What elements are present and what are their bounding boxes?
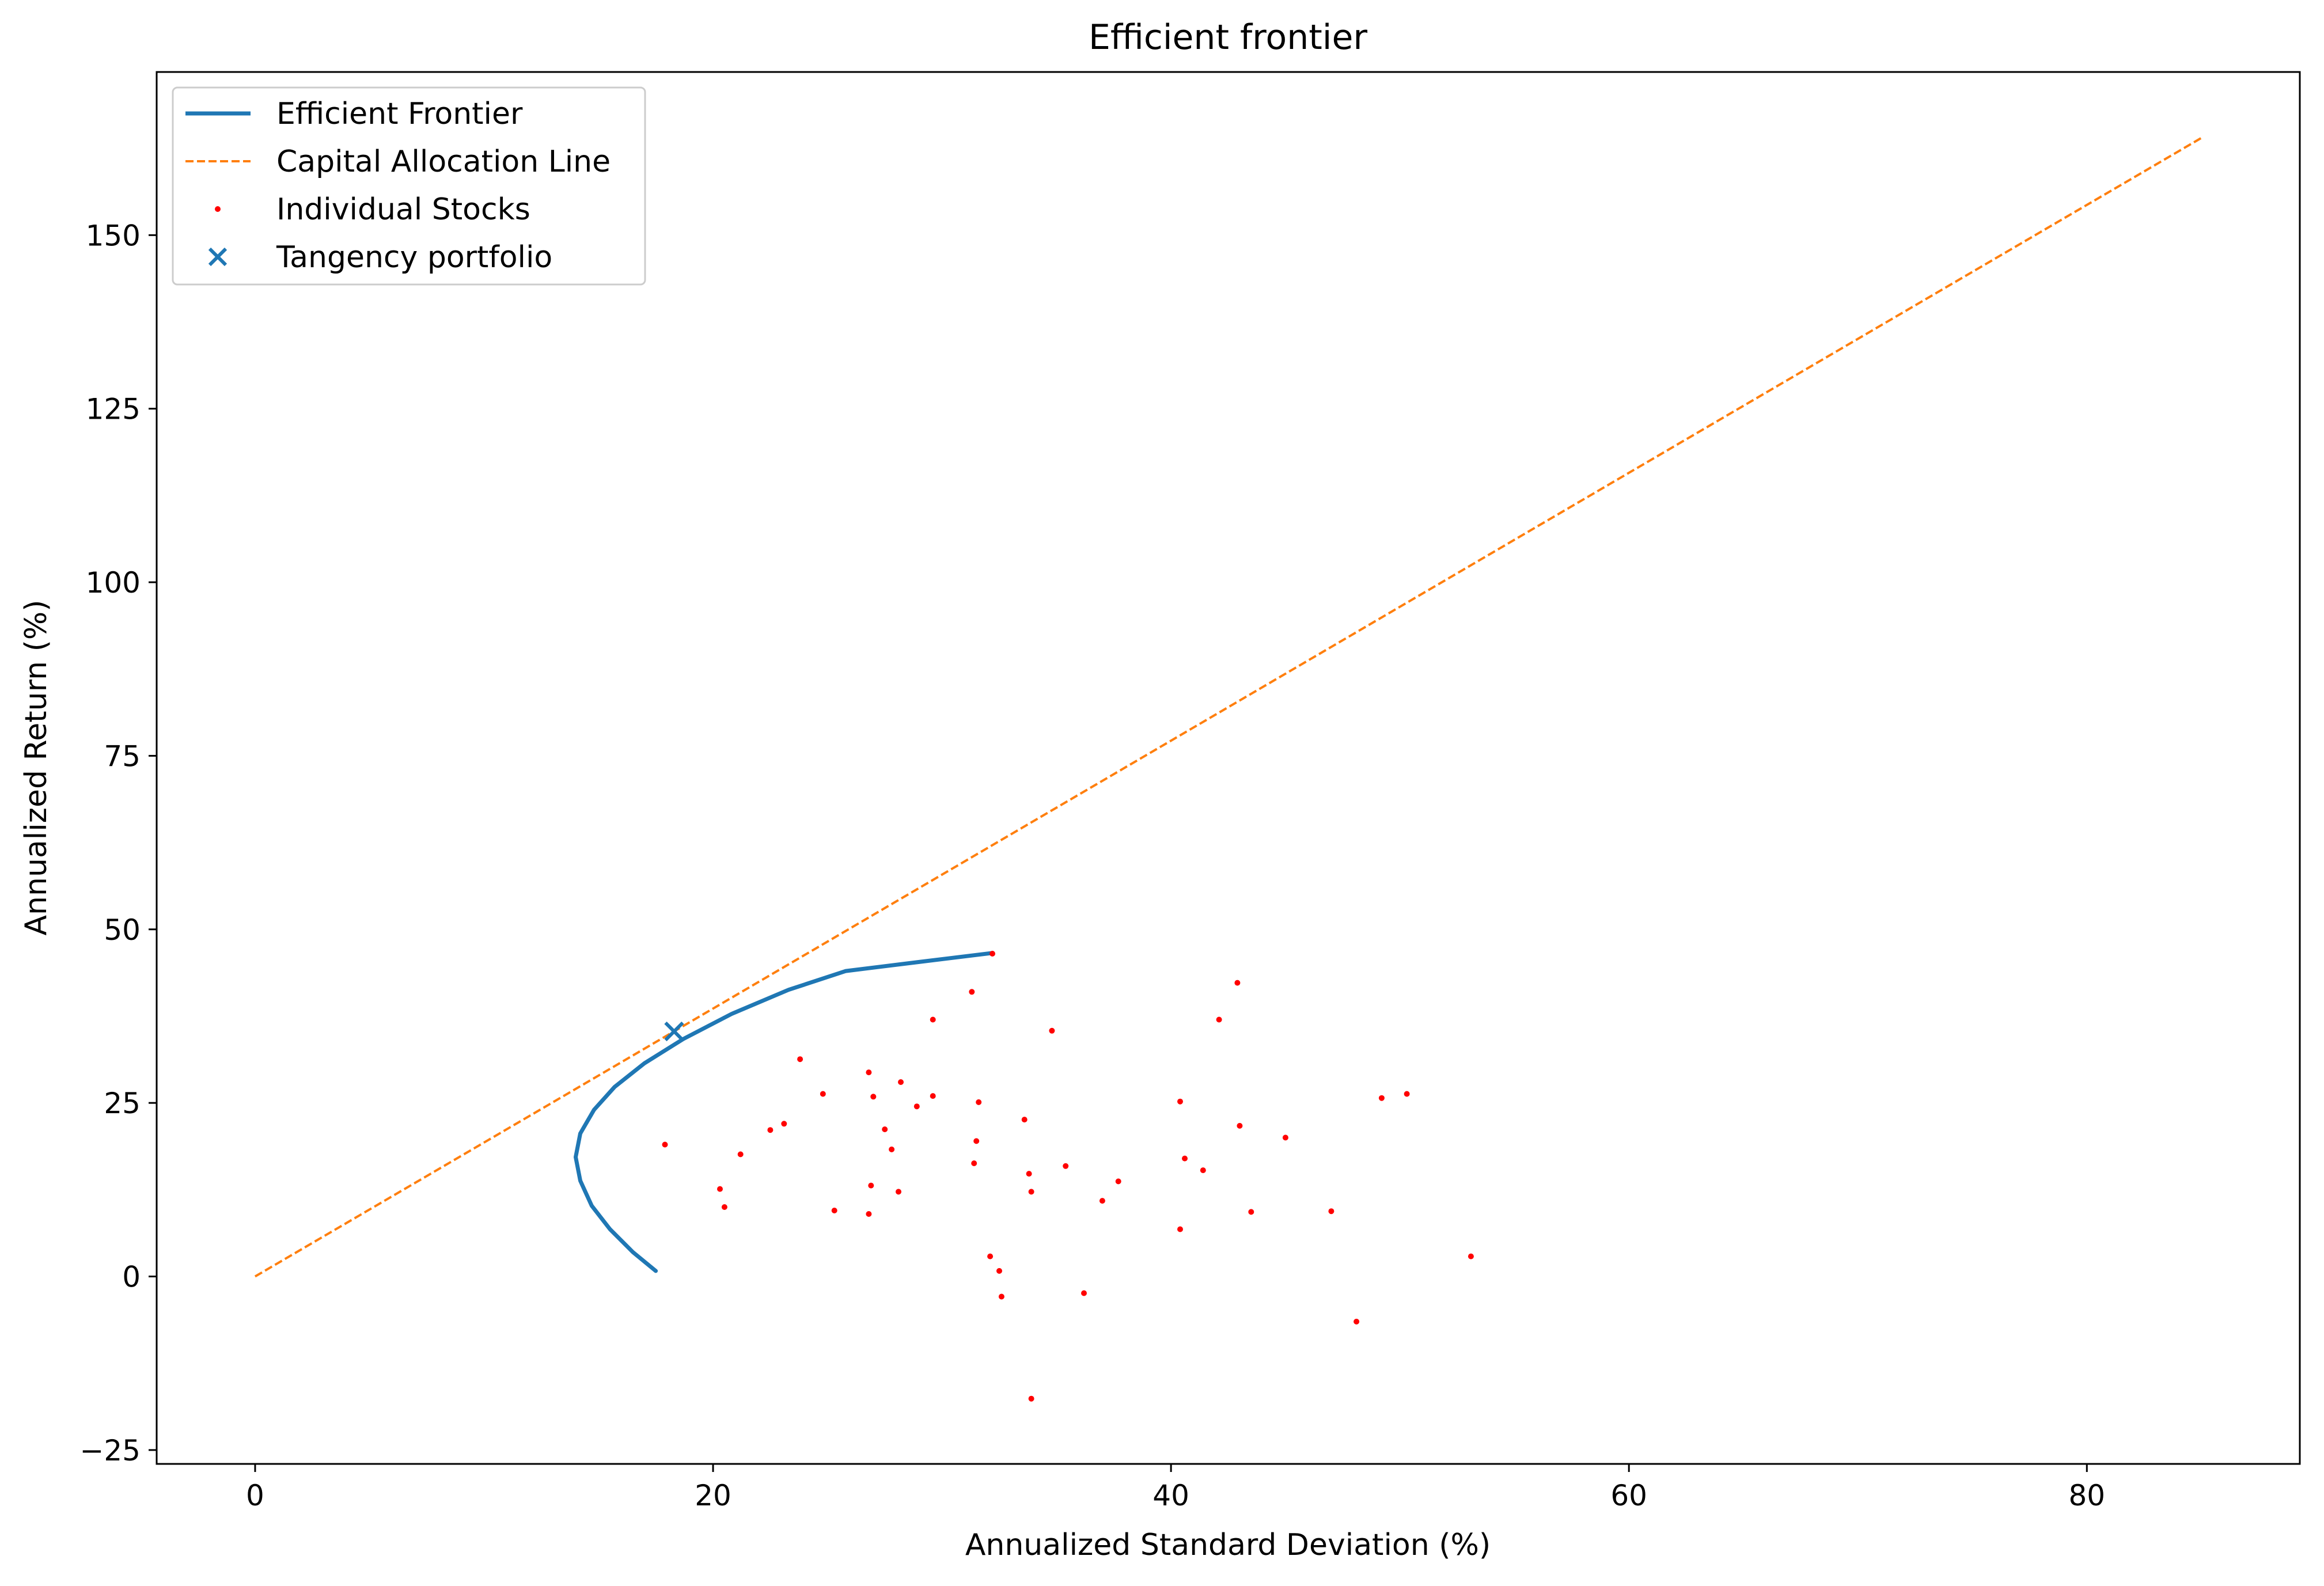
stock-point xyxy=(1468,1253,1474,1259)
x-tick-label: 0 xyxy=(246,1479,264,1512)
y-tick-label: 25 xyxy=(104,1087,141,1120)
stock-point xyxy=(1237,1122,1243,1129)
legend-stocks-marker xyxy=(215,206,221,212)
stock-point xyxy=(737,1151,744,1158)
stock-point xyxy=(1177,1226,1183,1232)
stock-point xyxy=(1328,1208,1335,1215)
stock-point xyxy=(969,989,975,995)
stock-point xyxy=(781,1121,787,1127)
y-axis-ticks: −25 0 25 50 75 100 125 150 xyxy=(79,219,157,1467)
legend-stocks-label: Individual Stocks xyxy=(276,192,530,227)
x-axis-ticks: 0 20 40 60 80 xyxy=(246,1464,2105,1512)
stock-point xyxy=(866,1069,872,1076)
stock-point xyxy=(1028,1395,1034,1402)
legend-tangency-label: Tangency portfolio xyxy=(276,240,552,275)
stock-point xyxy=(989,951,995,957)
y-axis-label: Annualized Return (%) xyxy=(19,600,54,935)
stock-point xyxy=(662,1141,668,1148)
stock-point xyxy=(898,1079,904,1085)
stock-point xyxy=(1049,1027,1055,1034)
stock-point xyxy=(866,1211,872,1217)
stock-point xyxy=(1026,1171,1032,1177)
stock-point xyxy=(1115,1178,1121,1185)
stock-point xyxy=(1177,1098,1183,1105)
stock-point xyxy=(820,1091,826,1097)
stock-point xyxy=(767,1127,774,1133)
stock-point xyxy=(971,1160,977,1166)
plot-area-frame xyxy=(156,71,2301,1465)
legend-frontier-label: Efficient Frontier xyxy=(276,97,523,131)
stock-point xyxy=(1200,1167,1206,1174)
stock-point xyxy=(1378,1095,1385,1101)
capital-allocation-line xyxy=(254,136,2202,1278)
stock-point xyxy=(1248,1209,1254,1215)
stock-point xyxy=(882,1126,888,1132)
stock-point xyxy=(998,1293,1004,1300)
y-tick-label: 50 xyxy=(104,913,141,947)
x-tick-label: 40 xyxy=(1152,1479,1189,1512)
stock-point xyxy=(987,1253,994,1259)
y-tick-label: 100 xyxy=(86,566,141,600)
stock-point xyxy=(868,1182,874,1189)
x-tick-label: 20 xyxy=(695,1479,731,1512)
y-tick-label: 0 xyxy=(122,1261,141,1294)
stock-point xyxy=(1028,1189,1034,1195)
stock-point xyxy=(973,1138,980,1144)
stock-point xyxy=(831,1208,837,1213)
legend-cal-label: Capital Allocation Line xyxy=(276,145,611,179)
stock-point xyxy=(1404,1091,1410,1097)
stock-point xyxy=(1354,1318,1360,1325)
x-tick-label: 80 xyxy=(2068,1479,2105,1512)
stock-point xyxy=(1282,1135,1288,1141)
stock-point xyxy=(996,1268,1002,1274)
tangency-portfolio-marker xyxy=(664,1021,684,1042)
plot-data-layer xyxy=(254,136,2202,1402)
stock-point xyxy=(930,1016,936,1023)
efficient-frontier-line xyxy=(574,951,995,1273)
y-tick-label: −25 xyxy=(79,1434,141,1467)
stock-point xyxy=(896,1189,901,1195)
y-tick-label: 150 xyxy=(86,219,141,252)
legend-box xyxy=(172,86,646,286)
stock-point xyxy=(1063,1163,1069,1169)
stock-point xyxy=(930,1093,936,1099)
stock-point xyxy=(976,1099,982,1105)
stock-point xyxy=(889,1146,895,1152)
stock-point xyxy=(721,1204,727,1210)
legend-tangency-marker xyxy=(208,247,228,267)
stock-point xyxy=(1021,1117,1028,1123)
y-tick-label: 125 xyxy=(86,393,141,426)
stock-point xyxy=(797,1056,803,1063)
chart-title: Efficient frontier xyxy=(1089,17,1367,58)
stock-point xyxy=(1216,1016,1222,1023)
stock-point xyxy=(913,1103,920,1110)
stock-point xyxy=(870,1094,877,1100)
stock-point xyxy=(1182,1155,1188,1162)
stock-point xyxy=(717,1186,723,1192)
stock-point xyxy=(1099,1198,1105,1204)
x-axis-label: Annualized Standard Deviation (%) xyxy=(965,1528,1491,1562)
stock-point xyxy=(1081,1290,1087,1296)
legend: Efficient Frontier Capital Allocation Li… xyxy=(172,86,646,286)
stock-point xyxy=(1234,980,1241,986)
y-tick-label: 75 xyxy=(104,739,141,773)
x-tick-label: 60 xyxy=(1610,1479,1647,1512)
